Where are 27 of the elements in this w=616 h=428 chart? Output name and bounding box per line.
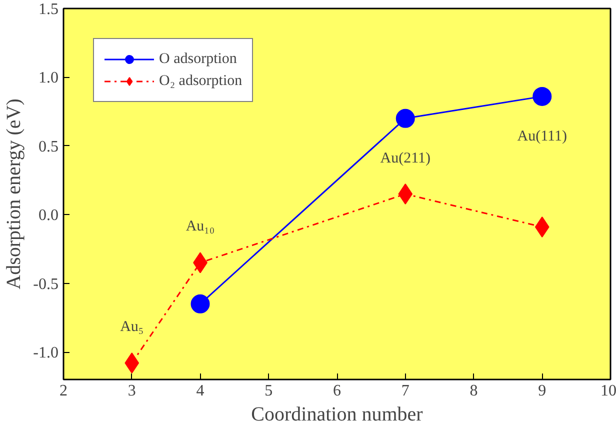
y-tick-label: -0.5	[33, 276, 58, 293]
x-tick-label: 10	[600, 382, 616, 400]
x-tick-label: 3	[128, 382, 136, 400]
point	[396, 108, 415, 128]
y-tick-label: 0.5	[38, 138, 58, 156]
point	[532, 86, 552, 106]
y-tick-label: -1.0	[33, 344, 58, 362]
annotation: Au₅	[120, 319, 144, 336]
x-tick-label: 7	[401, 382, 410, 400]
annotation: Au(211)	[380, 150, 431, 166]
x-tick-label: 9	[538, 382, 546, 400]
legend-label: O₂ adsorption	[159, 72, 242, 90]
x-tick-label: 8	[470, 382, 478, 400]
point	[190, 294, 210, 314]
annotation: Au(111)	[517, 128, 567, 144]
y-tick-label: 1.5	[38, 1, 58, 18]
y-tick-label: 0.0	[38, 207, 58, 224]
x-axis-title: Coordination number	[251, 404, 424, 426]
x-tick-label: 5	[264, 382, 273, 400]
annotation: Au₁₀	[186, 218, 215, 235]
point	[398, 184, 413, 204]
x-tick-label: 4	[196, 382, 204, 400]
legend-label: O adsorption	[159, 50, 237, 68]
y-axis-title: Adsorption energy (eV)	[3, 98, 26, 290]
y-tick-label: 1.0	[38, 70, 58, 87]
x-tick-label: 2	[60, 382, 68, 400]
x-tick-label: 6	[333, 382, 341, 400]
